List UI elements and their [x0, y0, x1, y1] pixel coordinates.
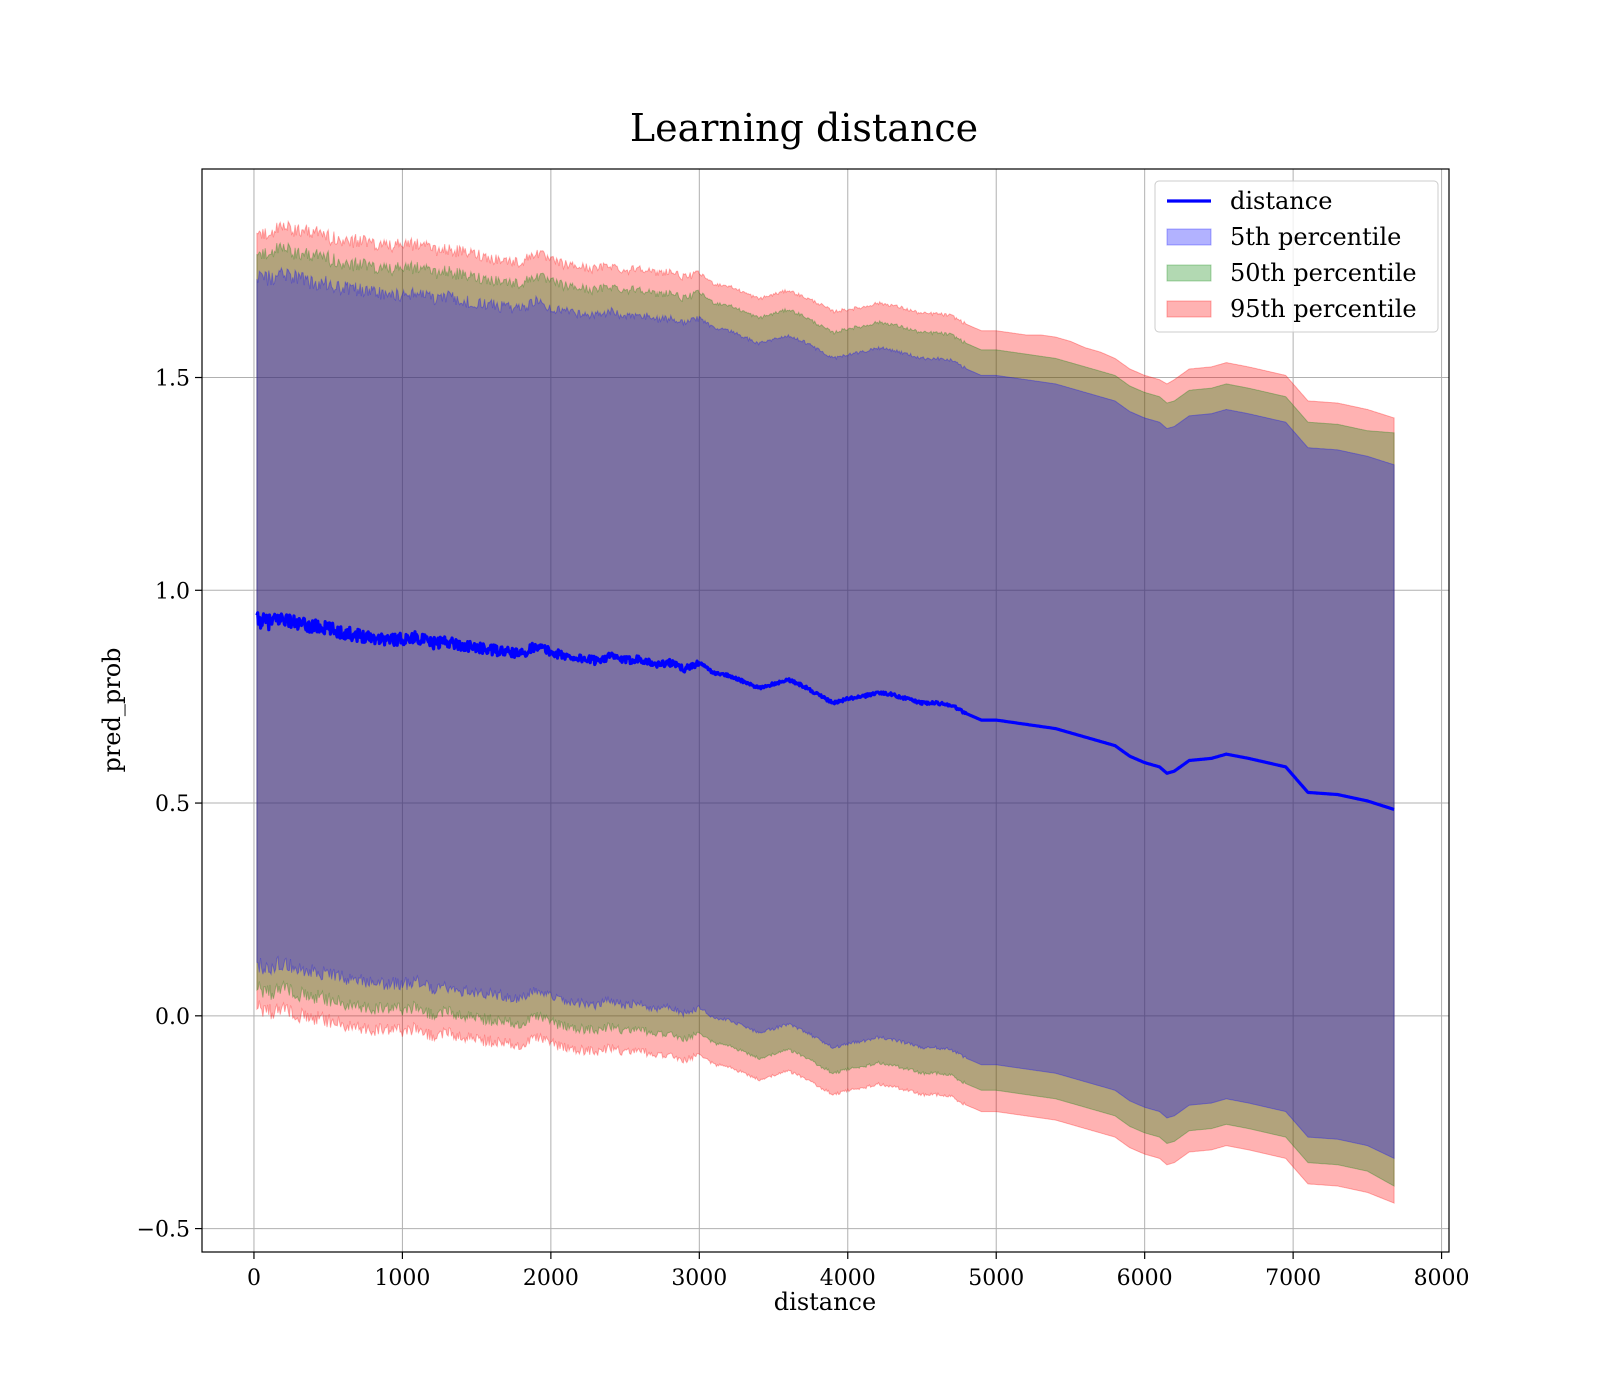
legend: distance 5th percentile 50th percentile 95t… — [1154, 180, 1439, 333]
y-tick-label: 0.0 — [155, 1005, 190, 1030]
x-axis-label: distance — [774, 1288, 876, 1316]
x-tick-label: 3000 — [671, 1266, 727, 1291]
y-tick-label: −0.5 — [137, 1218, 190, 1243]
x-tick-label: 0 — [247, 1266, 261, 1291]
x-tick-label: 5000 — [968, 1266, 1024, 1291]
legend-swatch — [1166, 228, 1212, 246]
grid — [202, 169, 1449, 1252]
percentile-bands — [256, 219, 1395, 1204]
x-tick-label: 1000 — [374, 1266, 430, 1291]
band-50th-percentile — [256, 241, 1395, 1187]
y-tick-label: 1.0 — [155, 579, 190, 604]
y-axis-label: pred_prob — [98, 647, 126, 772]
y-tick-label: 1.5 — [155, 367, 190, 392]
y-tick-label: 0.5 — [155, 792, 190, 817]
chart-title: Learning distance — [630, 106, 978, 150]
legend-label: distance — [1230, 187, 1332, 215]
band-5th-percentile — [256, 266, 1395, 1160]
legend-swatch — [1166, 300, 1212, 318]
legend-label: 95th percentile — [1230, 295, 1417, 323]
x-tick-label: 8000 — [1414, 1266, 1470, 1291]
y-axis: −0.5 0.0 0.5 1.0 1.5 — [137, 367, 202, 1243]
series-line-distance — [255, 611, 1395, 811]
x-tick-label: 2000 — [523, 1266, 579, 1291]
band-95th-percentile — [256, 219, 1395, 1204]
x-tick-label: 4000 — [820, 1266, 876, 1291]
legend-label: 5th percentile — [1230, 223, 1401, 251]
legend-box — [1154, 180, 1439, 333]
legend-label: 50th percentile — [1230, 259, 1417, 287]
line-layer — [255, 611, 1395, 811]
x-axis: 0 1000 2000 3000 4000 5000 6000 7000 8000 — [247, 1252, 1470, 1291]
plot-frame — [201, 168, 1450, 1253]
legend-swatch — [1166, 264, 1212, 282]
x-tick-label: 7000 — [1265, 1266, 1321, 1291]
x-tick-label: 6000 — [1117, 1266, 1173, 1291]
